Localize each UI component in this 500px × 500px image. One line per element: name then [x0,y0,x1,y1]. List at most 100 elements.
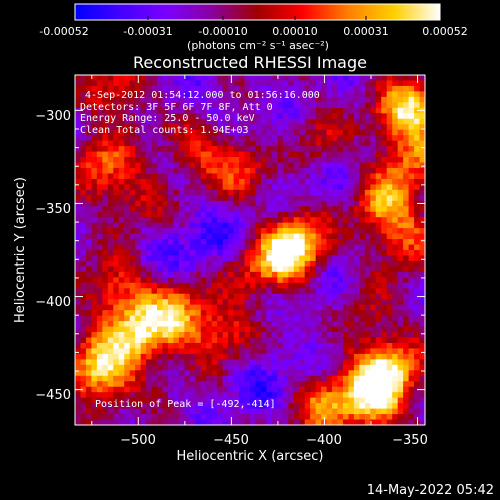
heatmap-cell [184,206,191,213]
heatmap-cell [359,419,366,426]
heatmap-cell [326,364,333,371]
heatmap-cell [260,151,267,158]
heatmap-cell [271,255,278,262]
heatmap-cell [381,348,388,355]
heatmap-cell [364,250,371,256]
heatmap-cell [189,381,196,388]
heatmap-cell [310,102,317,109]
heatmap-cell [217,348,224,355]
heatmap-cell [299,408,306,415]
heatmap-cell [200,326,207,333]
heatmap-cell [315,162,322,169]
heatmap-cell [80,167,87,174]
heatmap-cell [135,260,142,267]
heatmap-cell [124,282,131,289]
heatmap-cell [222,310,229,317]
heatmap-cell [255,184,262,191]
heatmap-cell [206,85,213,92]
heatmap-cell [184,299,191,306]
heatmap-cell [288,102,295,109]
heatmap-cell [162,299,169,306]
heatmap-cell [157,167,163,174]
heatmap-cell [293,244,300,251]
heatmap-cell [91,386,98,393]
heatmap-cell [151,200,158,207]
heatmap-cell [129,129,136,136]
heatmap-cell [228,359,234,366]
heatmap-cell [332,124,338,131]
heatmap-cell [304,342,311,349]
heatmap-cell [140,167,147,174]
heatmap-cell [370,167,377,174]
heatmap-cell [353,151,360,158]
heatmap-cell [310,271,317,278]
clean-counts-annotation: Clean Total counts: 1.94E+03 [80,125,249,136]
heatmap-cell [102,386,109,393]
heatmap-cell [173,146,180,152]
heatmap-cell [408,140,415,147]
heatmap-cell [239,266,245,273]
heatmap-cell [107,222,114,229]
heatmap-cell [414,102,420,109]
heatmap-cell [342,96,349,103]
heatmap-cell [80,250,87,256]
heatmap-cell [151,392,158,399]
heatmap-cell [85,184,92,191]
heatmap-cell [129,353,136,360]
heatmap-cell [135,233,142,240]
heatmap-cell [211,277,218,284]
heatmap-cell [118,173,125,180]
heatmap-cell [337,222,344,229]
heatmap-cell [326,206,333,213]
heatmap-cell [140,250,147,256]
heatmap-cell [408,408,415,415]
heatmap-cell [217,102,224,109]
heatmap-cell [75,222,81,229]
heatmap-cell [102,228,109,234]
heatmap-cell [266,140,273,147]
heatmap-cell [206,364,213,371]
heatmap-cell [414,299,420,306]
heatmap-cell [408,96,415,103]
heatmap-cell [337,255,344,262]
heatmap-cell [140,381,147,388]
heatmap-cell [167,85,174,92]
heatmap-cell [364,239,371,245]
heatmap-cell [408,124,415,131]
heatmap-cell [337,277,344,284]
heatmap-cell [206,195,213,202]
heatmap-cell [206,118,213,125]
heatmap-cell [342,370,349,377]
heatmap-cell [293,189,300,196]
heatmap-cell [408,381,415,388]
heatmap-cell [195,419,202,426]
heatmap-cell [102,184,109,191]
heatmap-cell [299,233,306,240]
heatmap-cell [200,140,207,147]
heatmap-cell [375,206,382,213]
heatmap-cell [321,381,327,388]
heatmap-cell [266,85,273,92]
heatmap-cell [124,200,131,207]
heatmap-cell [304,113,311,120]
heatmap-cell [222,178,229,185]
heatmap-cell [348,342,355,349]
heatmap-cell [271,96,278,103]
heatmap-cell [271,80,278,87]
heatmap-cell [299,337,306,344]
heatmap-cell [392,342,399,349]
heatmap-cell [364,173,371,180]
heatmap-cell [135,129,142,136]
heatmap-cell [288,189,295,196]
heatmap-cell [386,91,393,98]
heatmap-cell [96,337,103,344]
heatmap-cell [392,260,399,267]
heatmap-cell [381,85,388,92]
heatmap-cell [397,151,404,158]
heatmap-cell [321,151,327,158]
heatmap-cell [211,124,218,131]
heatmap-cell [217,299,224,306]
detectors-annotation: Detectors: 3F 5F 6F 7F 8F, Att 0 [80,102,273,113]
heatmap-cell [102,167,109,174]
heatmap-cell [102,157,109,163]
